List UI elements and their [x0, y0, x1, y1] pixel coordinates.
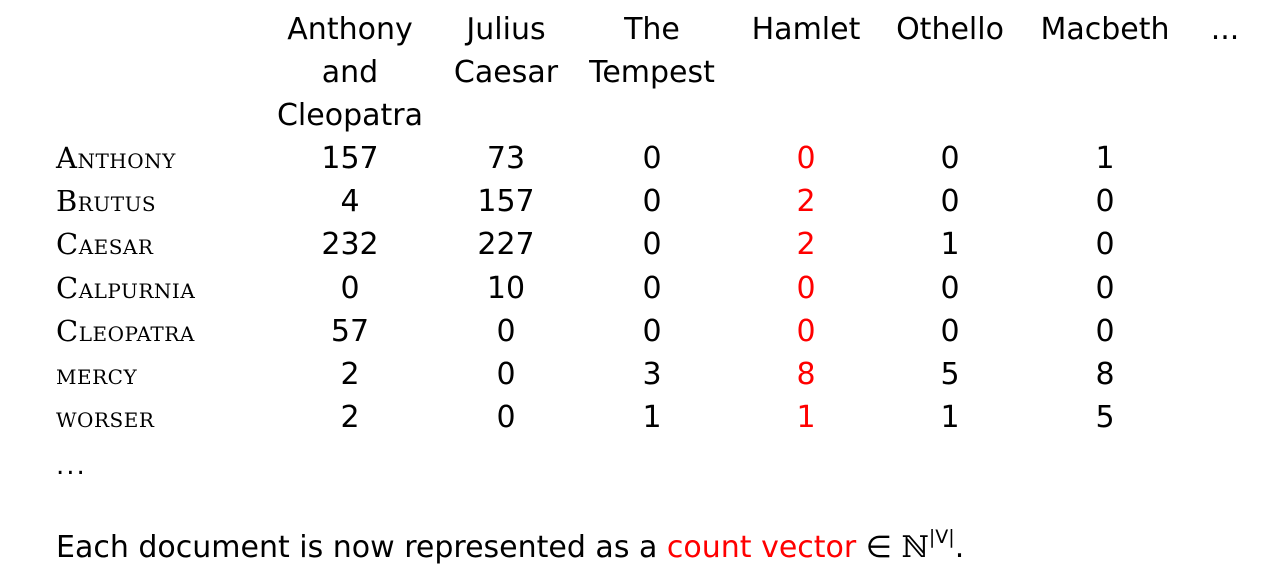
column-header-line: Hamlet [751, 12, 861, 47]
term-label: worser [56, 400, 155, 435]
row-ellipsis: ... [56, 451, 87, 481]
count-cell: 8 [796, 357, 816, 392]
term-label: Cleopatra [56, 313, 195, 348]
table-row: Cleopatra 57 0 0 0 0 0 [0, 310, 1286, 353]
count-cell: 4 [340, 184, 360, 220]
column-header: Julius Caesar [431, 8, 581, 94]
count-cell: 0 [940, 184, 960, 220]
count-cell: 0 [796, 270, 816, 306]
column-header-line: The [624, 12, 680, 47]
table-row: Caesar 232 227 0 2 1 0 [0, 223, 1286, 266]
count-cell: 0 [642, 227, 662, 263]
column-header-line: Julius [466, 12, 546, 47]
table-row: mercy 2 0 3 8 5 8 [0, 353, 1286, 396]
element-of-symbol: ∈ [865, 530, 892, 565]
count-cell: 157 [477, 184, 535, 220]
table-row: Calpurnia 0 10 0 0 0 0 [0, 267, 1286, 310]
column-header-line: ... [1210, 12, 1240, 47]
term-label: Anthony [56, 141, 176, 175]
column-header: Anthony and Cleopatra [275, 8, 425, 137]
column-header: Macbeth [1030, 8, 1180, 51]
count-cell: 0 [940, 313, 960, 349]
caption-prefix: Each document is now represented as a [56, 530, 667, 565]
count-cell: 2 [340, 357, 360, 392]
count-cell: 1 [940, 227, 960, 263]
count-cell: 1 [940, 400, 960, 436]
count-cell: 5 [1095, 400, 1115, 436]
count-cell: 2 [796, 184, 816, 220]
column-header-line: and [321, 55, 379, 90]
term-label: Caesar [56, 227, 154, 262]
column-header: The Tempest [577, 8, 727, 94]
caption-highlight: count vector [666, 530, 857, 565]
column-header-line: Cleopatra [276, 98, 423, 133]
count-cell: 57 [330, 313, 370, 349]
count-cell: 0 [940, 270, 960, 306]
count-cell: 0 [796, 313, 816, 349]
count-cell: 73 [486, 141, 526, 176]
vocabulary-size-superscript: |V| [928, 526, 955, 548]
column-header-line: Caesar [453, 55, 559, 90]
count-cell: 0 [642, 141, 662, 176]
natural-numbers-symbol: ℕ [901, 530, 929, 565]
count-cell: 10 [486, 270, 526, 306]
count-cell: 0 [340, 270, 360, 306]
count-cell: 8 [1095, 357, 1115, 392]
caption-suffix: . [954, 530, 965, 565]
count-cell: 2 [340, 400, 360, 436]
column-header: Othello [875, 8, 1025, 51]
count-cell: 3 [642, 357, 662, 392]
term-label: Calpurnia [56, 270, 196, 305]
count-cell: 1 [1095, 141, 1115, 176]
count-cell: 0 [940, 141, 960, 176]
column-header-line: Anthony [287, 12, 413, 47]
count-cell: 0 [1095, 270, 1115, 306]
count-cell: 0 [1095, 227, 1115, 263]
count-cell: 157 [321, 141, 379, 176]
caption: Each document is now represented as a co… [56, 526, 964, 573]
count-cell: 0 [496, 357, 516, 392]
count-cell: 2 [796, 227, 816, 263]
count-cell: 232 [321, 227, 379, 263]
table-row: worser 2 0 1 1 1 5 [0, 396, 1286, 439]
count-cell: 0 [1095, 313, 1115, 349]
column-header-line: Othello [896, 12, 1004, 47]
count-cell: 0 [642, 313, 662, 349]
count-cell: 227 [477, 227, 535, 263]
column-header-line: Macbeth [1040, 12, 1170, 47]
table-row: Anthony 157 73 0 0 0 1 [0, 137, 1286, 180]
count-cell: 0 [496, 400, 516, 436]
count-cell: 0 [1095, 184, 1115, 220]
count-cell: 1 [796, 400, 816, 436]
term-label: mercy [56, 357, 138, 391]
count-cell: 0 [496, 313, 516, 349]
column-header: ... [1150, 8, 1286, 51]
table-row: Brutus 4 157 0 2 0 0 [0, 180, 1286, 223]
column-header-line: Tempest [589, 55, 715, 90]
count-cell: 5 [940, 357, 960, 392]
column-header: Hamlet [731, 8, 881, 51]
count-cell: 0 [642, 184, 662, 220]
count-cell: 0 [796, 141, 816, 176]
term-label: Brutus [56, 184, 157, 219]
count-cell: 1 [642, 400, 662, 436]
count-cell: 0 [642, 270, 662, 306]
